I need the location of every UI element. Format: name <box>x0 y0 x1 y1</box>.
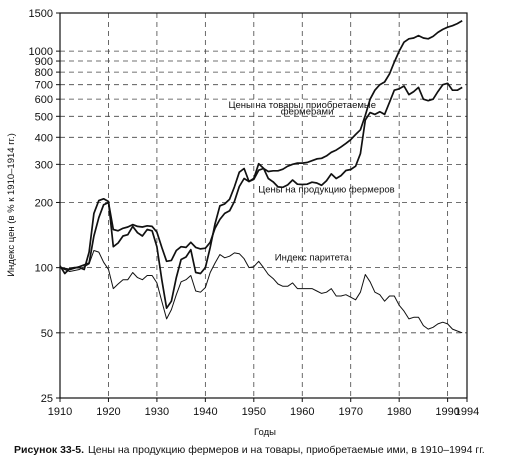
series-line-3 <box>59 250 463 334</box>
caption-text: Цены на продукцию фермеров и на товары, … <box>88 444 485 456</box>
annotation-2: фермерами <box>281 106 334 117</box>
y-tick-label-50: 50 <box>41 328 53 340</box>
y-tick-label-500: 500 <box>35 111 53 123</box>
plot-frame <box>59 12 468 399</box>
annotation-3: Цены на продукцию фермеров <box>258 185 394 196</box>
gridlines <box>60 13 467 398</box>
y-tick-label-200: 200 <box>35 197 53 209</box>
x-tick-label-1920: 1920 <box>96 406 120 418</box>
y-tick-label-700: 700 <box>35 80 53 92</box>
price-index-chart: 255010020030040050060070080090010001500 … <box>6 8 479 438</box>
y-tick-label-25: 25 <box>41 393 53 405</box>
y-tick-label-900: 900 <box>35 56 53 68</box>
y-tick-label-1500: 1500 <box>29 8 53 20</box>
x-tick-label-1980: 1980 <box>387 406 411 418</box>
annotation-1: Цены на товары, приобретаемые <box>229 100 377 111</box>
x-tick-label-1930: 1930 <box>145 406 169 418</box>
x-tick-label-1910: 1910 <box>48 406 72 418</box>
y-tick-label-1000: 1000 <box>29 46 53 58</box>
y-tick-label-800: 800 <box>35 67 53 79</box>
x-tick-label-1994: 1994 <box>455 406 479 418</box>
x-tick-label-1970: 1970 <box>338 406 362 418</box>
x-axis-label: Годы <box>254 427 276 438</box>
series-line-2 <box>59 82 463 310</box>
series-lines <box>59 20 463 334</box>
caption-label: Рисунок 33-5. <box>14 444 84 456</box>
y-tick-label-600: 600 <box>35 94 53 106</box>
annotation-4: Индекс паритета <box>275 252 350 263</box>
y-axis-label: Индекс цен (в % к 1910–1914 гг.) <box>6 133 17 277</box>
x-tick-label-1990: 1990 <box>435 406 459 418</box>
x-tick-label-1940: 1940 <box>193 406 217 418</box>
x-tick-label-1960: 1960 <box>290 406 314 418</box>
series-line-1 <box>59 20 463 271</box>
y-tick-label-100: 100 <box>35 263 53 275</box>
x-tick-label-1950: 1950 <box>242 406 266 418</box>
figure-caption: Рисунок 33-5. Цены на продукцию фермеров … <box>14 444 518 456</box>
y-tick-label-300: 300 <box>35 159 53 171</box>
y-tick-label-400: 400 <box>35 132 53 144</box>
